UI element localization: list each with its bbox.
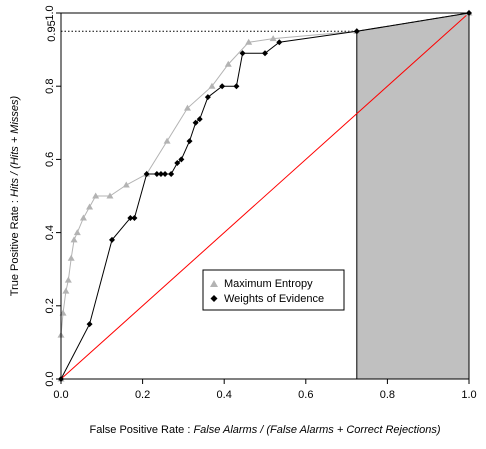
data-point-weights-of-evidence bbox=[109, 236, 115, 243]
data-point-weights-of-evidence bbox=[157, 171, 164, 178]
x-axis-title-prefix: False Positive Rate : bbox=[90, 424, 194, 436]
data-point-weights-of-evidence bbox=[174, 160, 181, 167]
y-tick-label: 0.2 bbox=[44, 298, 56, 313]
y-axis-title: True Positive Rate : Hits / (Hits + Miss… bbox=[9, 95, 21, 296]
y-axis-title-formula: Hits / (Hits + Misses) bbox=[9, 95, 21, 196]
legend-label-weights-of-evidence: Weights of Evidence bbox=[224, 293, 324, 305]
y-axis: 0.0 0.2 0.4 0.6 0.8 1.0 bbox=[44, 5, 61, 387]
x-axis-title-formula: False Alarms / (False Alarms + Correct R… bbox=[193, 424, 440, 436]
data-point-maximum-entropy bbox=[86, 203, 94, 210]
legend-box bbox=[202, 269, 345, 311]
data-point-maximum-entropy bbox=[208, 82, 216, 89]
legend: Maximum Entropy Weights of Evidence bbox=[202, 269, 345, 311]
x-tick-label: 0.6 bbox=[298, 389, 313, 401]
data-point-weights-of-evidence bbox=[276, 39, 283, 46]
data-point-weights-of-evidence bbox=[86, 321, 93, 328]
chance-diagonal-line bbox=[60, 12, 470, 380]
legend-marker-maximum-entropy bbox=[210, 280, 218, 287]
series-weights-of-evidence bbox=[58, 10, 472, 382]
x-axis: 0.0 0.2 0.4 0.6 0.8 1.0 bbox=[53, 379, 477, 401]
threshold-shaded-region bbox=[356, 13, 469, 379]
data-point-maximum-entropy bbox=[79, 214, 87, 221]
data-point-maximum-entropy bbox=[269, 35, 277, 42]
data-point-weights-of-evidence bbox=[239, 50, 246, 57]
data-point-maximum-entropy bbox=[245, 38, 253, 45]
data-point-maximum-entropy bbox=[106, 192, 114, 199]
x-tick-label: 0.4 bbox=[217, 389, 232, 401]
series-layer bbox=[57, 9, 473, 382]
data-point-weights-of-evidence bbox=[127, 214, 134, 221]
y-tick-label: 0.0 bbox=[44, 371, 56, 386]
data-point-maximum-entropy bbox=[70, 236, 78, 243]
y-tick-label: 1.0 bbox=[44, 5, 56, 20]
threshold-label: 0.95 bbox=[46, 20, 58, 41]
plot-frame bbox=[60, 12, 470, 380]
x-tick-label: 0.0 bbox=[53, 389, 68, 401]
y-tick-label: 0.4 bbox=[44, 225, 56, 240]
data-point-maximum-entropy bbox=[122, 181, 130, 188]
data-point-maximum-entropy bbox=[224, 60, 232, 67]
x-tick-label: 1.0 bbox=[461, 389, 476, 401]
data-point-weights-of-evidence bbox=[168, 171, 175, 178]
x-tick-label: 0.2 bbox=[135, 389, 150, 401]
data-point-weights-of-evidence bbox=[178, 156, 185, 163]
data-point-weights-of-evidence bbox=[153, 171, 160, 178]
x-tick-label: 0.8 bbox=[380, 389, 395, 401]
y-axis-title-prefix: True Positive Rate : bbox=[9, 197, 21, 296]
legend-label-maximum-entropy: Maximum Entropy bbox=[224, 278, 313, 290]
data-point-weights-of-evidence bbox=[192, 119, 199, 126]
plot-underlay bbox=[60, 12, 470, 380]
data-point-weights-of-evidence bbox=[131, 214, 138, 221]
y-tick-label: 0.8 bbox=[44, 79, 56, 94]
legend-marker-weights-of-evidence bbox=[210, 295, 218, 302]
data-point-weights-of-evidence bbox=[162, 171, 169, 178]
series-line-maximum-entropy bbox=[60, 12, 470, 379]
data-point-maximum-entropy bbox=[92, 192, 100, 199]
data-point-maximum-entropy bbox=[183, 104, 191, 111]
data-point-weights-of-evidence bbox=[143, 171, 150, 178]
data-point-maximum-entropy bbox=[62, 287, 70, 294]
data-point-weights-of-evidence bbox=[353, 28, 360, 35]
data-point-weights-of-evidence bbox=[186, 138, 193, 145]
x-axis-title: False Positive Rate : False Alarms / (Fa… bbox=[90, 424, 441, 436]
data-point-maximum-entropy bbox=[163, 137, 171, 144]
data-point-maximum-entropy bbox=[64, 276, 72, 283]
y-tick-label: 0.6 bbox=[44, 152, 56, 167]
data-point-weights-of-evidence bbox=[196, 116, 203, 123]
data-point-weights-of-evidence bbox=[233, 83, 240, 90]
data-point-weights-of-evidence bbox=[262, 50, 268, 57]
data-point-weights-of-evidence bbox=[204, 94, 211, 101]
data-point-weights-of-evidence bbox=[219, 83, 226, 90]
data-point-maximum-entropy bbox=[73, 229, 81, 236]
data-point-maximum-entropy bbox=[67, 254, 75, 261]
